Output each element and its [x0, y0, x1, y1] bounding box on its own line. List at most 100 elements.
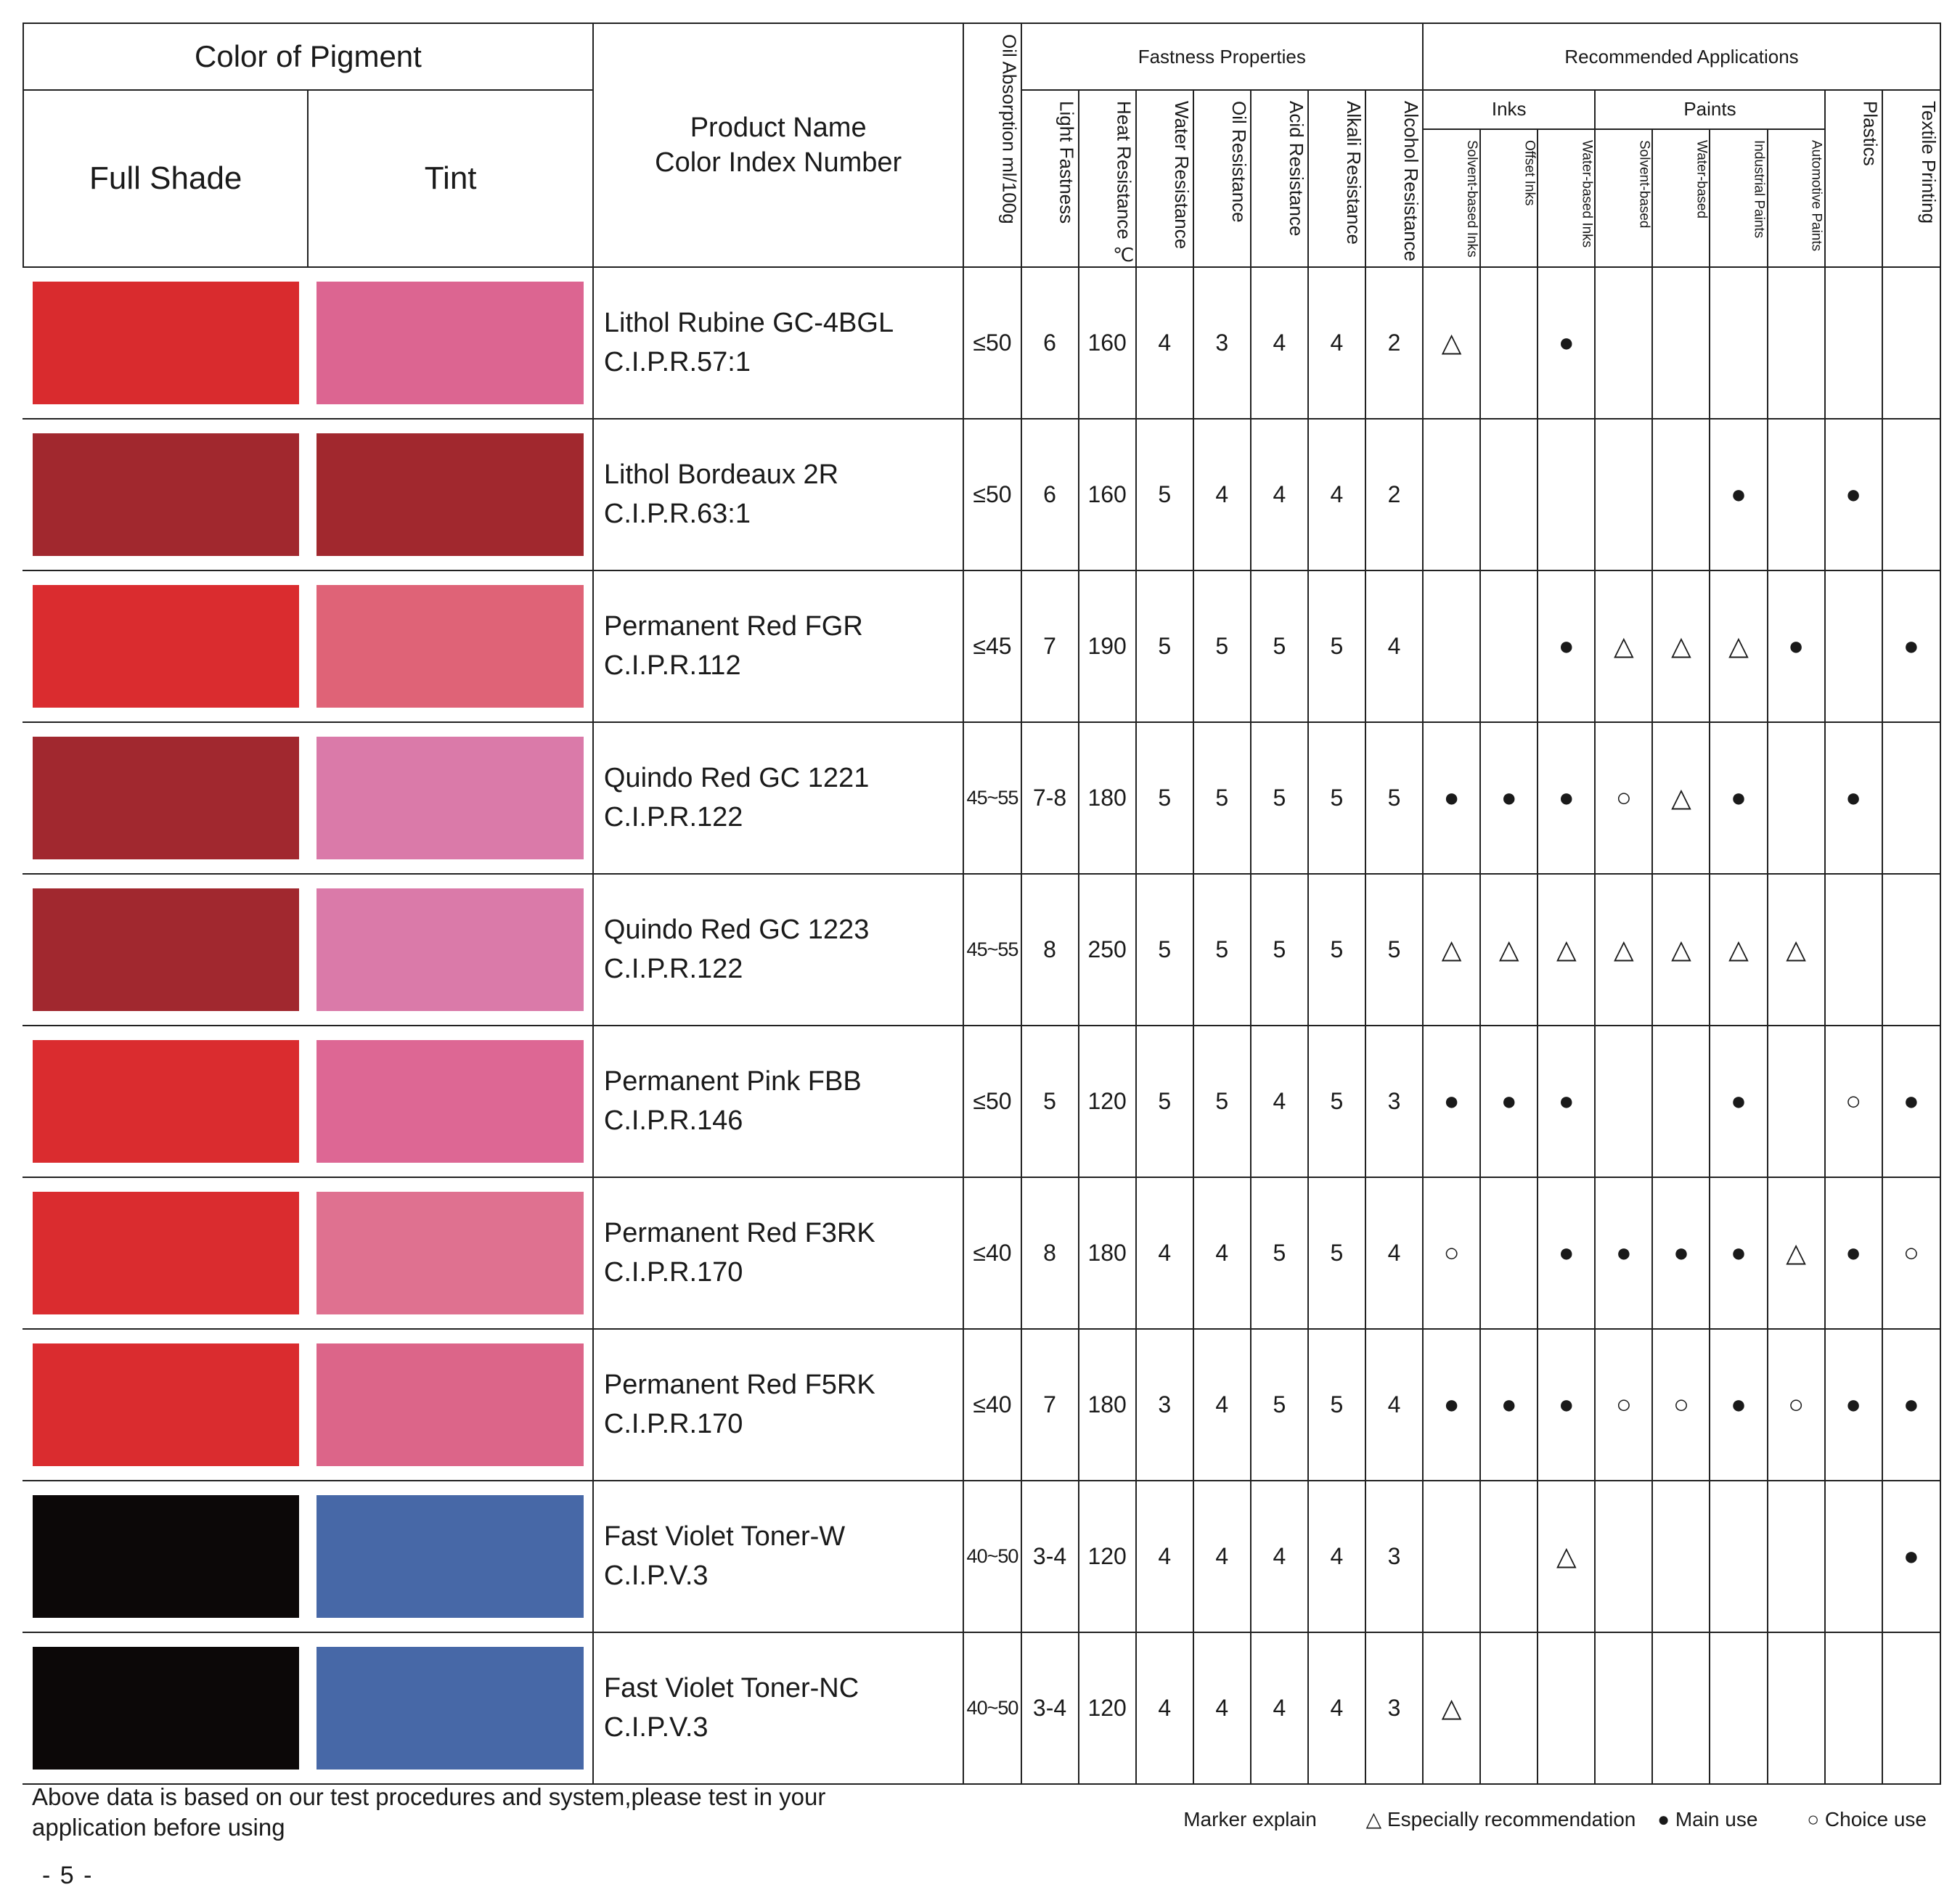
full-shade-swatch [33, 1494, 300, 1618]
application-marker: ● [1709, 1024, 1768, 1178]
oil-absorption-value: ≤40 [963, 1328, 1022, 1481]
oil-resistance-header: Oil Resistance [1192, 89, 1251, 268]
fastness-value: 3 [1192, 266, 1251, 420]
fastness-value: 3 [1364, 1024, 1424, 1178]
application-marker [1766, 721, 1826, 875]
fastness-value: 4 [1192, 1176, 1251, 1330]
product-name: Quindo Red GC 1223 [603, 915, 870, 946]
tint-cell [308, 1479, 593, 1633]
fastness-value: 5 [1307, 569, 1366, 723]
fastness-value: 190 [1077, 569, 1137, 723]
application-marker: △ [1709, 569, 1768, 723]
application-marker [1881, 417, 1942, 571]
application-marker [1422, 1479, 1482, 1633]
fastness-value: 3 [1364, 1479, 1424, 1633]
application-marker [1479, 1631, 1539, 1785]
application-marker: ● [1422, 1024, 1482, 1178]
full-shade-cell [23, 721, 309, 875]
oil-absorption-value: ≤50 [963, 266, 1022, 420]
fastness-value: 5 [1135, 569, 1194, 723]
product-cell: Lithol Bordeaux 2R C.I.P.R.63:1 [592, 417, 965, 571]
product-name: Permanent Red FGR [603, 611, 863, 642]
application-marker: ● [1537, 721, 1596, 875]
application-marker: △ [1651, 721, 1711, 875]
application-marker: ● [1881, 1479, 1942, 1633]
application-marker [1824, 1631, 1883, 1785]
full-shade-swatch [33, 584, 300, 708]
application-marker: ○ [1594, 721, 1654, 875]
fastness-value: 7-8 [1020, 721, 1079, 875]
application-marker: ● [1881, 1024, 1942, 1178]
product-cell: Quindo Red GC 1221 C.I.P.R.122 [592, 721, 965, 875]
fastness-value: 180 [1077, 1328, 1137, 1481]
application-marker: ● [1479, 721, 1539, 875]
full-shade-swatch [33, 1646, 300, 1770]
application-marker [1537, 1631, 1596, 1785]
application-marker: △ [1422, 872, 1482, 1026]
tint-swatch [317, 888, 584, 1011]
tint-cell [308, 1631, 593, 1785]
paints-header: Paints [1594, 89, 1826, 130]
fastness-value: 5 [1307, 1024, 1366, 1178]
color-index-number: C.I.P.R.170 [603, 1257, 743, 1288]
light-fastness-header: Light Fastness [1020, 89, 1079, 268]
plastics-header: Plastics [1824, 89, 1883, 268]
application-marker [1766, 417, 1826, 571]
application-marker [1594, 1631, 1654, 1785]
full-shade-swatch [33, 736, 300, 859]
product-cell: Quindo Red GC 1223 C.I.P.R.122 [592, 872, 965, 1026]
fastness-value: 7 [1020, 1328, 1079, 1481]
fastness-value: 3-4 [1020, 1631, 1079, 1785]
fastness-value: 4 [1192, 417, 1251, 571]
fastness-value: 2 [1364, 417, 1424, 571]
fastness-value: 5 [1192, 721, 1251, 875]
full-shade-swatch [33, 888, 300, 1011]
fastness-value: 4 [1307, 417, 1366, 571]
table-row: Permanent Red FGR C.I.P.R.112 ≤45 7 190 5 5 5 5 4… [23, 569, 1942, 723]
fastness-value: 5 [1249, 1176, 1309, 1330]
tint-cell [308, 721, 593, 875]
full-shade-cell [23, 417, 309, 571]
application-marker: △ [1422, 1631, 1482, 1785]
application-marker: ● [1881, 569, 1942, 723]
full-shade-swatch [33, 281, 300, 404]
application-marker: ● [1422, 1328, 1482, 1481]
fastness-value: 5 [1249, 1328, 1309, 1481]
application-marker [1709, 1479, 1768, 1633]
application-marker [1479, 569, 1539, 723]
table-row: Lithol Bordeaux 2R C.I.P.R.63:1 ≤50 6 160 5 4 4… [23, 417, 1942, 571]
product-name: Permanent Red F5RK [603, 1370, 875, 1401]
color-index-number: C.I.P.R.63:1 [603, 499, 751, 530]
oil-absorption-header: Oil Absorption ml/100g [963, 22, 1022, 268]
tint-swatch [317, 433, 584, 556]
tint-cell [308, 872, 593, 1026]
application-marker [1422, 417, 1482, 571]
application-marker: ● [1594, 1176, 1654, 1330]
application-marker: ● [1709, 721, 1768, 875]
tint-swatch [317, 1191, 584, 1314]
product-name: Fast Violet Toner-W [603, 1521, 846, 1552]
tint-swatch [317, 1343, 584, 1466]
fastness-value: 2 [1364, 266, 1424, 420]
application-marker [1479, 417, 1539, 571]
application-marker: △ [1422, 266, 1482, 420]
application-marker [1824, 872, 1883, 1026]
application-marker: ● [1422, 721, 1482, 875]
fastness-value: 180 [1077, 721, 1137, 875]
fastness-value: 5 [1249, 569, 1309, 723]
tint-cell [308, 417, 593, 571]
offset-inks-header: Offset Inks [1479, 128, 1539, 268]
product-cell: Permanent Red F3RK C.I.P.R.170 [592, 1176, 965, 1330]
fastness-value: 4 [1307, 1479, 1366, 1633]
fastness-value: 4 [1364, 569, 1424, 723]
full-shade-cell [23, 569, 309, 723]
marker-legend: Marker explain △ Especially recommendati… [1183, 1807, 1927, 1831]
table-row: Lithol Rubine GC-4BGL C.I.P.R.57:1 ≤50 6 160… [23, 266, 1942, 420]
fastness-value: 4 [1364, 1328, 1424, 1481]
fastness-value: 5 [1307, 1176, 1366, 1330]
application-marker: ● [1479, 1024, 1539, 1178]
application-marker: △ [1594, 872, 1654, 1026]
tint-swatch [317, 1039, 584, 1163]
tint-cell [308, 569, 593, 723]
application-marker [1479, 266, 1539, 420]
